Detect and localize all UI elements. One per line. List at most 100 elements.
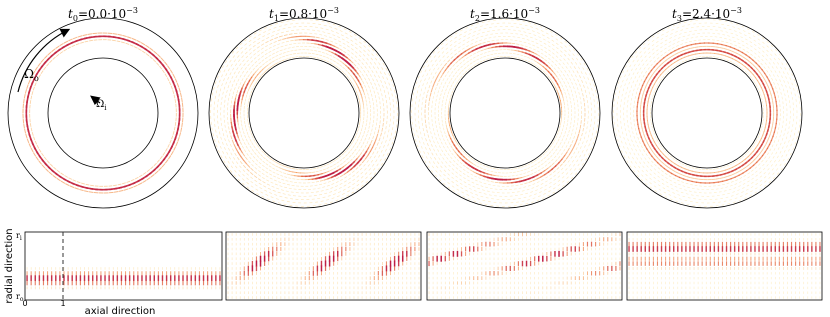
field-dash [269,170,272,171]
field-dash [569,93,570,96]
field-dash [647,142,649,146]
field-dash [653,94,654,96]
field-dash [473,57,475,58]
field-dash [764,145,766,148]
field-dash [578,164,580,166]
field-dash [353,78,355,81]
field-dash [384,72,385,75]
field-dash [627,70,628,72]
field-dash [548,76,550,78]
field-dash [574,66,576,69]
field-dash [276,170,279,171]
field-dash [758,70,760,73]
field-dash [259,62,261,64]
field-dash [372,164,374,166]
field-dash [726,32,729,33]
field-dash [255,61,257,63]
field-dash [722,34,725,35]
field-dash [558,129,559,132]
field-dash [552,142,553,144]
field-dash [537,55,540,57]
field-dash [220,88,221,91]
field-dash [486,166,489,167]
field-dash [347,191,350,192]
field-dash [760,180,762,182]
field-dash [458,69,460,71]
field-dash [224,147,225,150]
field-dash [167,78,169,81]
field-dash [370,156,372,158]
field-dash [275,184,278,185]
field-dash [44,55,47,58]
field-dash [41,59,44,62]
field-dash [575,75,576,77]
field-dash [349,145,351,147]
field-dash [560,51,562,53]
field-dash [30,123,31,127]
strip-panel [226,232,421,300]
field-dash [35,141,37,144]
field-dash [537,47,539,48]
field-dash [646,60,648,62]
field-dash [682,50,686,51]
field-dash [537,177,541,179]
field-dash [365,138,366,141]
field-dash [255,184,257,186]
field-dash [669,180,671,181]
field-dash [593,94,594,97]
field-dash [182,122,183,126]
field-dash [528,185,531,186]
field-dash [670,33,672,34]
field-dash [442,89,443,92]
field-dash [752,79,754,81]
field-dash [444,92,445,95]
field-dash [347,169,351,172]
field-dash [538,196,541,197]
field-dash [664,52,666,54]
field-dash [285,166,288,167]
field-dash [384,158,385,161]
field-dash [638,170,640,172]
field-dash [733,63,735,64]
field-dash [781,130,782,133]
field-dash [364,41,366,43]
field-dash [683,175,687,176]
field-dash [173,131,174,135]
field-dash [222,97,223,100]
field-dash [650,187,652,189]
field-dash [174,147,176,151]
field-dash [682,164,684,165]
field-dash [722,170,726,171]
field-dash [727,183,730,184]
field-dash [568,160,570,162]
field-dash [456,185,458,187]
field-dash [245,135,246,138]
field-dash [421,89,422,92]
field-dash [562,181,564,183]
field-dash [383,154,384,157]
field-dash [450,68,452,70]
field-dash [251,81,253,85]
field-dash [548,41,550,42]
field-dash [541,183,543,184]
field-dash [669,159,672,162]
field-dash [657,37,659,38]
field-dash [237,55,239,57]
field-dash [579,75,580,78]
field-dash [773,62,775,64]
field-dash [536,43,538,44]
field-dash [531,170,533,171]
field-dash [727,193,730,194]
field-dash [355,43,357,45]
field-dash [654,168,656,170]
field-dash [247,169,250,172]
field-dash [779,54,781,56]
field-dash [90,185,94,186]
field-dash [32,91,33,95]
field-dash [39,74,41,77]
field-dash [534,168,536,169]
field-dash [739,158,741,160]
field-dash [335,43,338,44]
field-dash [254,171,257,173]
